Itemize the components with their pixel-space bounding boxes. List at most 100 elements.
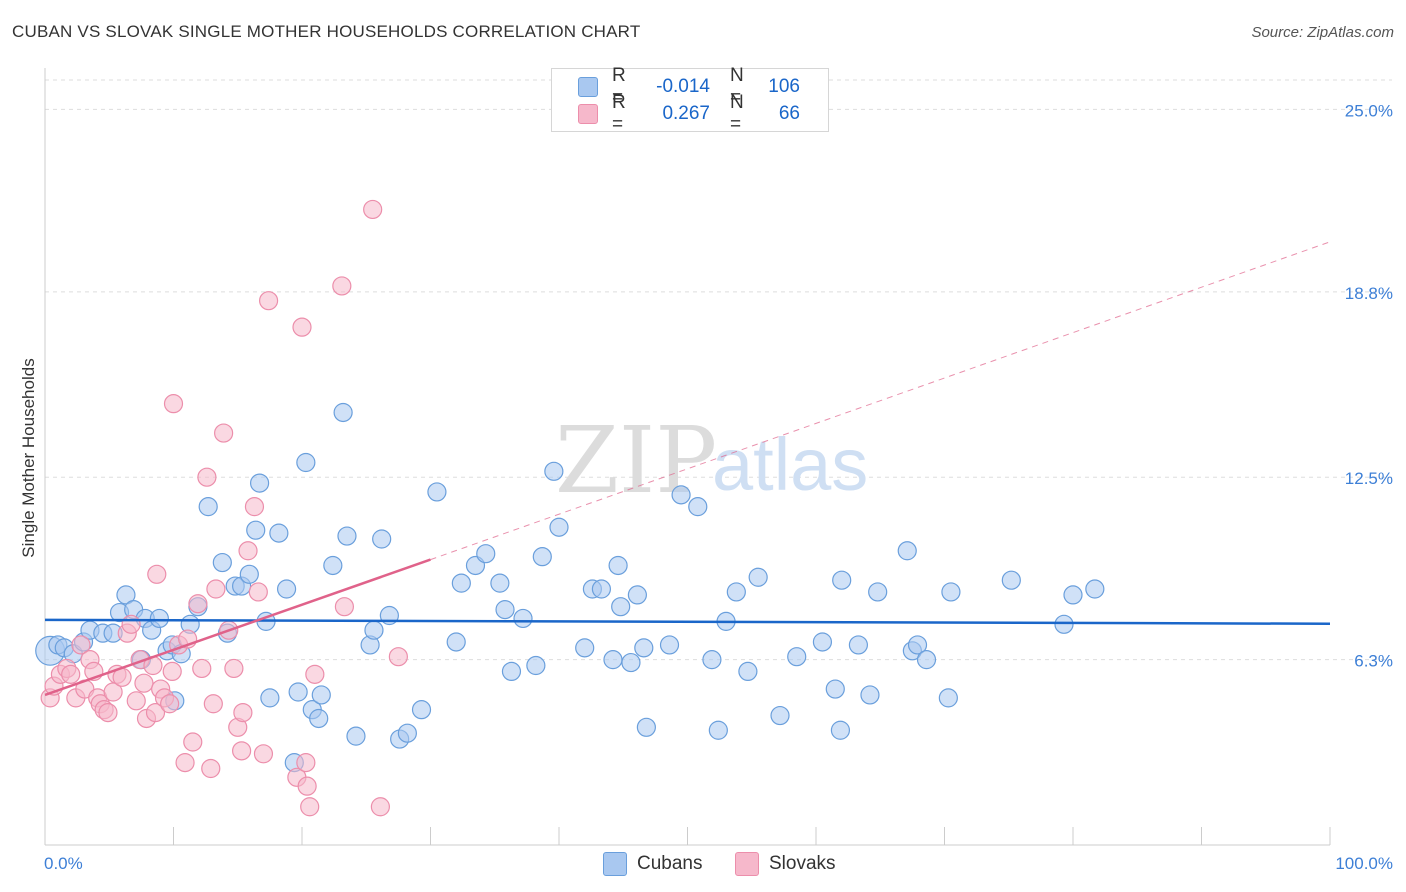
cuban-point (513, 608, 533, 629)
slovak-point (238, 541, 258, 561)
cuban-point (311, 685, 331, 705)
cuban-point (476, 544, 496, 564)
slovak-point (300, 797, 320, 817)
cuban-point (1085, 579, 1105, 599)
cuban-point (427, 482, 447, 502)
cuban-point (938, 688, 958, 708)
cuban-point (702, 650, 722, 670)
cuban-point (916, 650, 937, 670)
cuban-point (738, 661, 758, 682)
slovak-point (232, 741, 252, 761)
cuban-point (591, 579, 612, 599)
slovak-point (292, 317, 312, 337)
slovak-point (145, 702, 166, 723)
cuban-point (446, 632, 466, 652)
cuban-point (495, 600, 515, 620)
slovak-point (296, 753, 316, 773)
slovaks-legend-swatch (735, 852, 759, 876)
slovak-point (126, 691, 146, 711)
legend-item-cubans[interactable]: Cubans (603, 852, 703, 876)
cuban-point (549, 517, 569, 537)
n-label: N = (730, 65, 744, 108)
slovak-point (163, 394, 184, 414)
cuban-point (611, 597, 631, 617)
slovak-point (134, 673, 154, 693)
points-layer (35, 199, 1105, 817)
cuban-point (490, 573, 510, 593)
correlation-legend: R = -0.014 N = 106 R = 0.267 N = 66 (551, 65, 829, 135)
y-tick-label: 18.8% (1345, 284, 1393, 303)
cuban-point (636, 717, 656, 737)
legend-row-cubans: R = -0.014 N = 106 (578, 65, 800, 108)
slovak-point (244, 497, 265, 517)
slovak-point (233, 702, 253, 723)
y-tick-label: 25.0% (1345, 101, 1393, 120)
r-value: 0.267 (662, 103, 710, 124)
cuban-point (246, 520, 266, 540)
cuban-point (848, 635, 869, 655)
cuban-point (812, 632, 833, 652)
slovak-point (162, 661, 182, 682)
slovak-point (71, 635, 91, 655)
cuban-point (897, 541, 917, 561)
cuban-point (532, 547, 552, 567)
slovak-point (206, 579, 226, 599)
cuban-point (364, 620, 384, 640)
slovaks-trend-extension (430, 241, 1331, 561)
slovak-point (175, 753, 195, 773)
slovaks-swatch (578, 104, 598, 124)
slovak-point (370, 797, 390, 817)
chart-title: CUBAN VS SLOVAK SINGLE MOTHER HOUSEHOLDS… (12, 22, 641, 41)
cubans-trend-line (44, 618, 1331, 625)
cuban-point (526, 655, 546, 676)
y-axis-label: Single Mother Households (19, 358, 38, 557)
cuban-point (260, 688, 280, 708)
slovak-point (334, 597, 355, 617)
y-tick-label: 6.3% (1354, 652, 1393, 671)
r-label: R = (612, 92, 626, 135)
slovak-point (201, 758, 221, 779)
trend-layer (44, 241, 1331, 697)
cuban-point (212, 552, 232, 573)
slovaks-legend-label: Slovaks (769, 853, 836, 874)
cuban-point (288, 682, 308, 702)
cuban-point (1001, 570, 1021, 590)
slovak-point (214, 423, 234, 443)
slovak-point (258, 291, 279, 311)
cuban-point (346, 726, 366, 746)
cuban-point (868, 582, 888, 602)
n-label: N = (730, 92, 744, 135)
cuban-point (825, 679, 845, 699)
cuban-point (575, 638, 595, 658)
cuban-point (544, 461, 564, 481)
slovak-point (160, 694, 180, 714)
slovak-point (297, 776, 317, 796)
r-label: R = (612, 65, 626, 108)
cuban-point (832, 570, 852, 590)
cuban-point (249, 473, 270, 493)
cuban-point (671, 485, 691, 505)
slovak-point (224, 658, 244, 679)
legend-item-slovaks[interactable]: Slovaks (735, 852, 836, 876)
cubans-legend-swatch (603, 852, 627, 876)
slovak-point (61, 664, 81, 684)
cuban-point (688, 497, 708, 517)
cuban-point (627, 585, 647, 605)
cuban-point (372, 529, 392, 549)
slovak-point (305, 664, 325, 684)
watermark-zip: ZIP (555, 407, 717, 514)
cuban-point (907, 635, 928, 655)
slovak-point (188, 594, 208, 614)
cuban-point (337, 526, 357, 546)
cuban-point (603, 650, 623, 670)
slovak-point (192, 658, 212, 679)
cuban-point (941, 582, 961, 602)
cuban-point (276, 579, 297, 599)
watermark-atlas: atlas (712, 423, 868, 506)
x-min-label: 0.0% (44, 854, 83, 873)
cuban-point (411, 700, 432, 720)
slovak-point (121, 614, 141, 634)
cuban-point (149, 608, 169, 629)
cuban-point (621, 652, 641, 673)
